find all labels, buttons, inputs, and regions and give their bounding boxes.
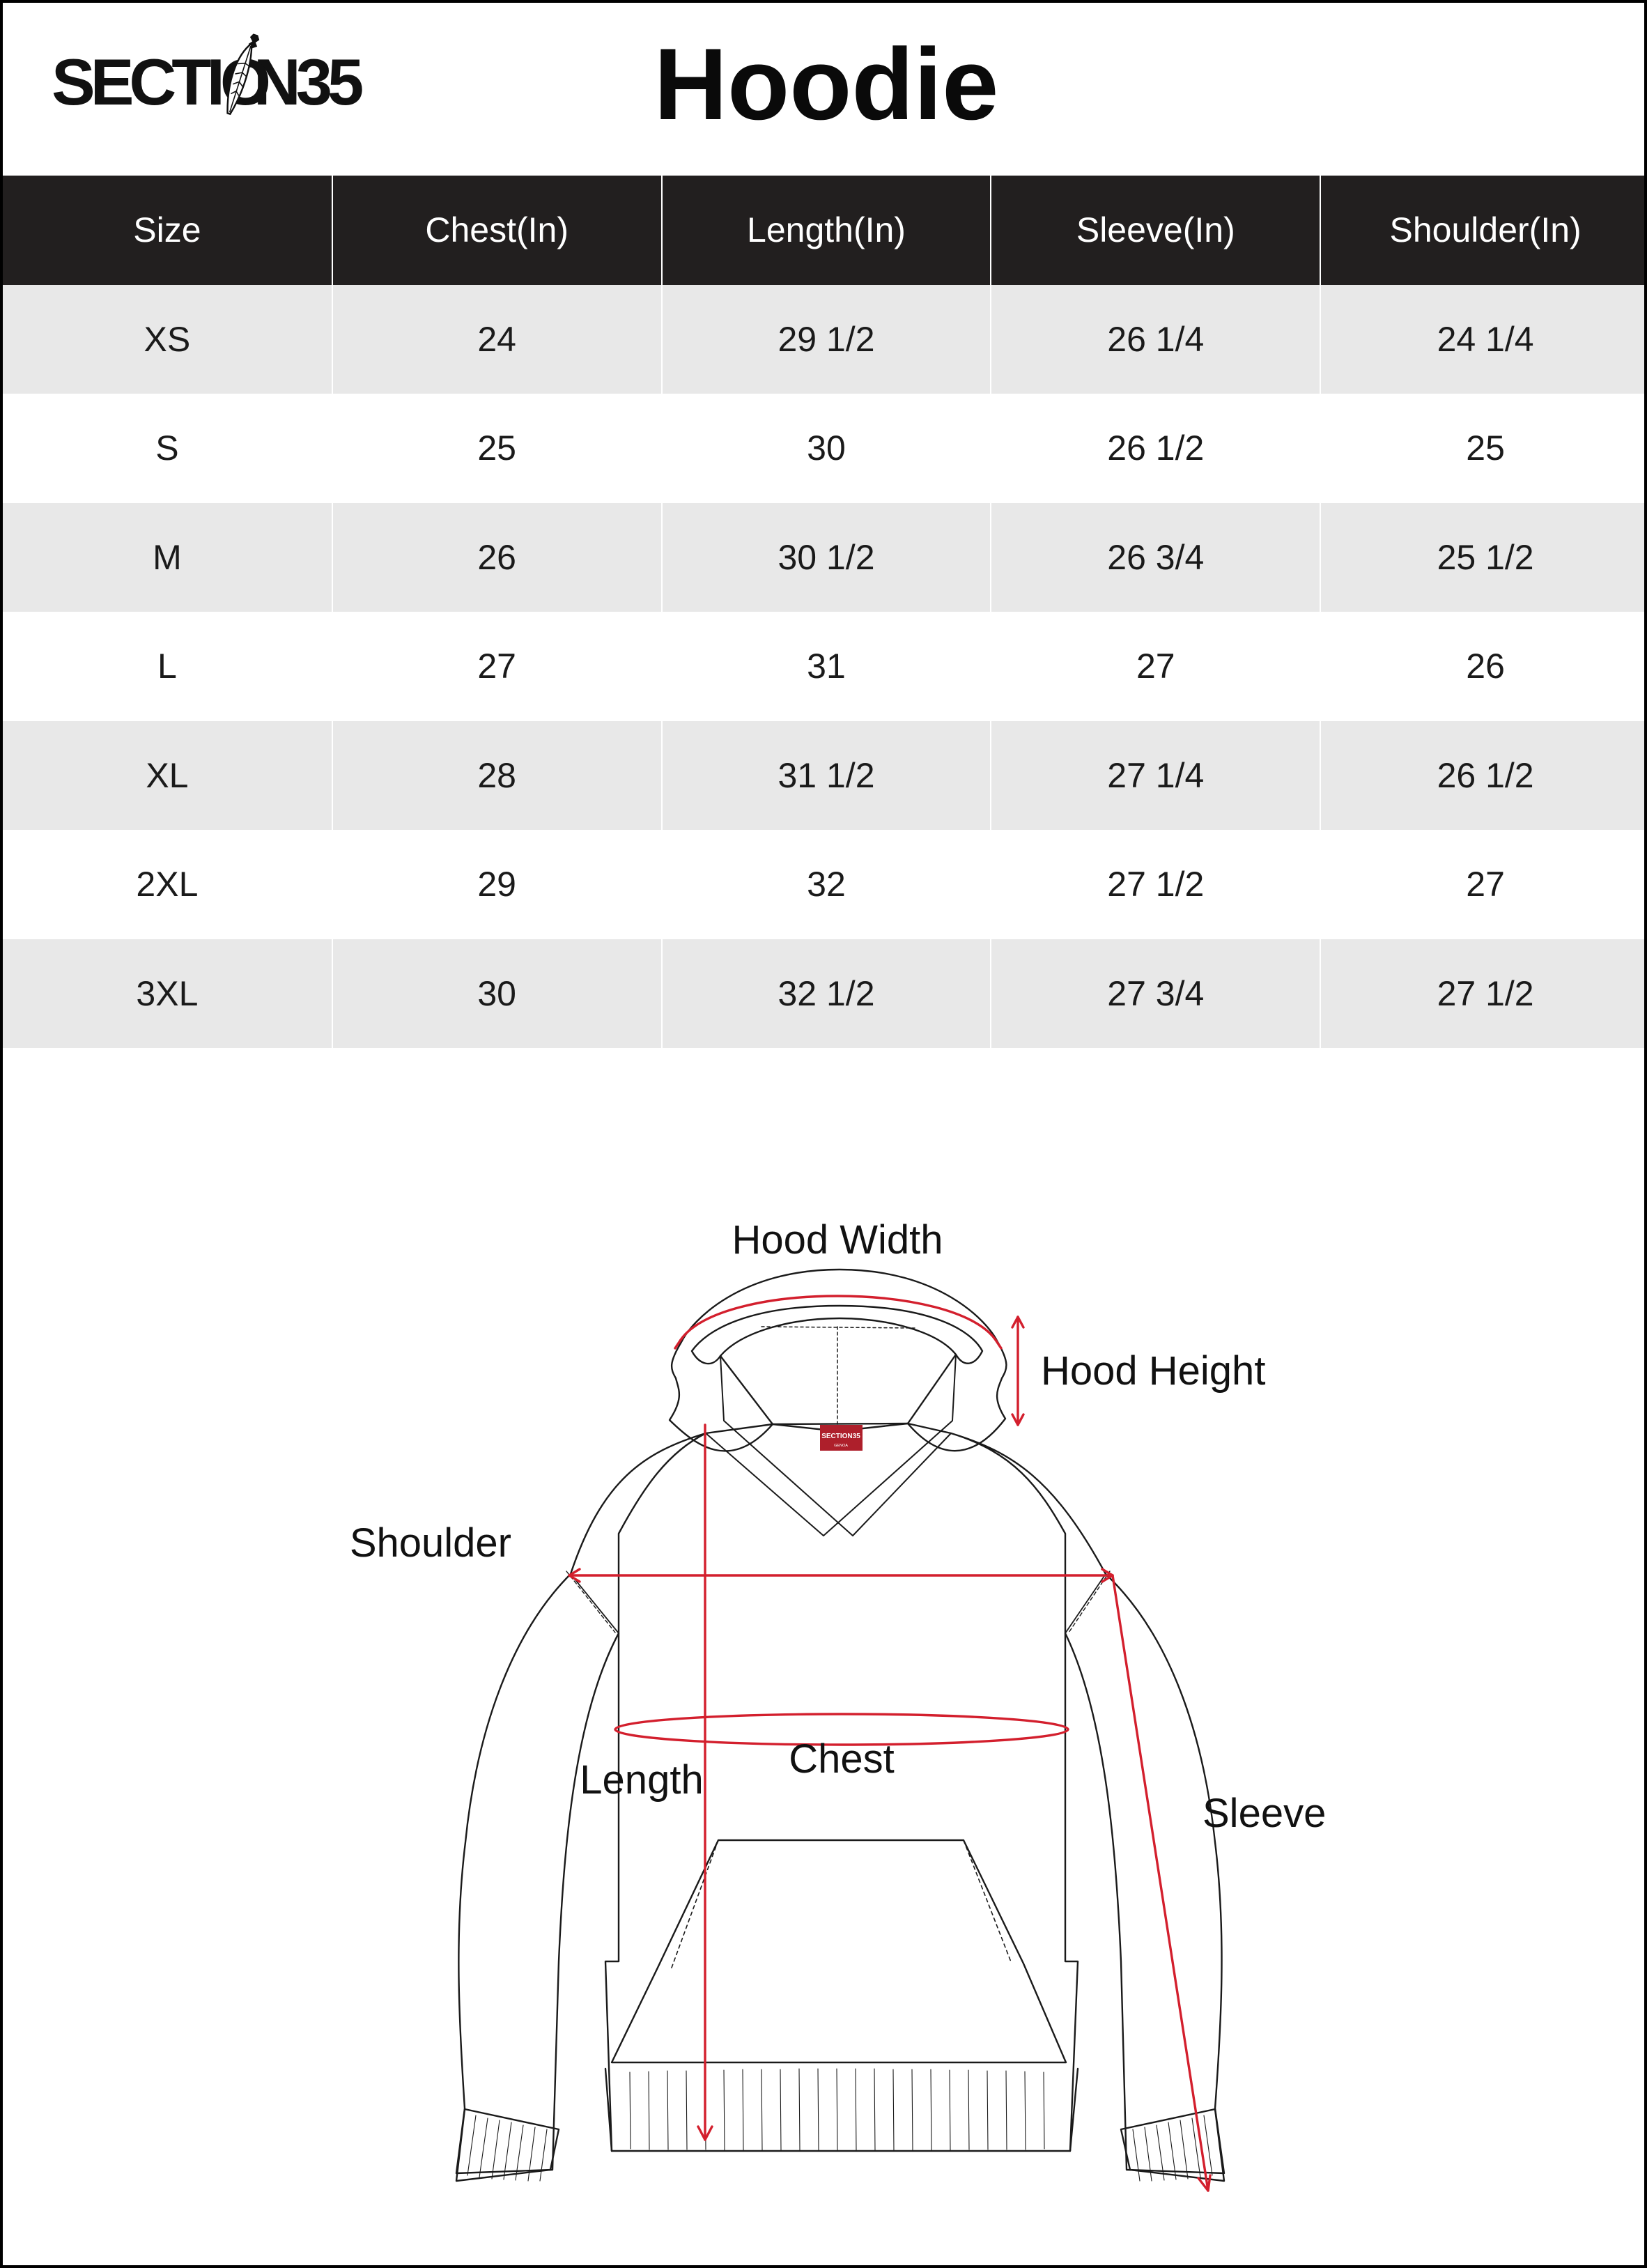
svg-text:Length: Length: [580, 1757, 703, 1803]
svg-text:SECTION35: SECTION35: [821, 1433, 860, 1440]
svg-text:Sleeve: Sleeve: [1203, 1791, 1326, 1836]
svg-text:Hood Height: Hood Height: [1041, 1348, 1265, 1394]
svg-text:GENOA: GENOA: [834, 1444, 848, 1448]
svg-text:Chest: Chest: [789, 1736, 895, 1782]
svg-text:Shoulder: Shoulder: [350, 1520, 511, 1566]
svg-text:Hood Width: Hood Width: [732, 1217, 943, 1263]
